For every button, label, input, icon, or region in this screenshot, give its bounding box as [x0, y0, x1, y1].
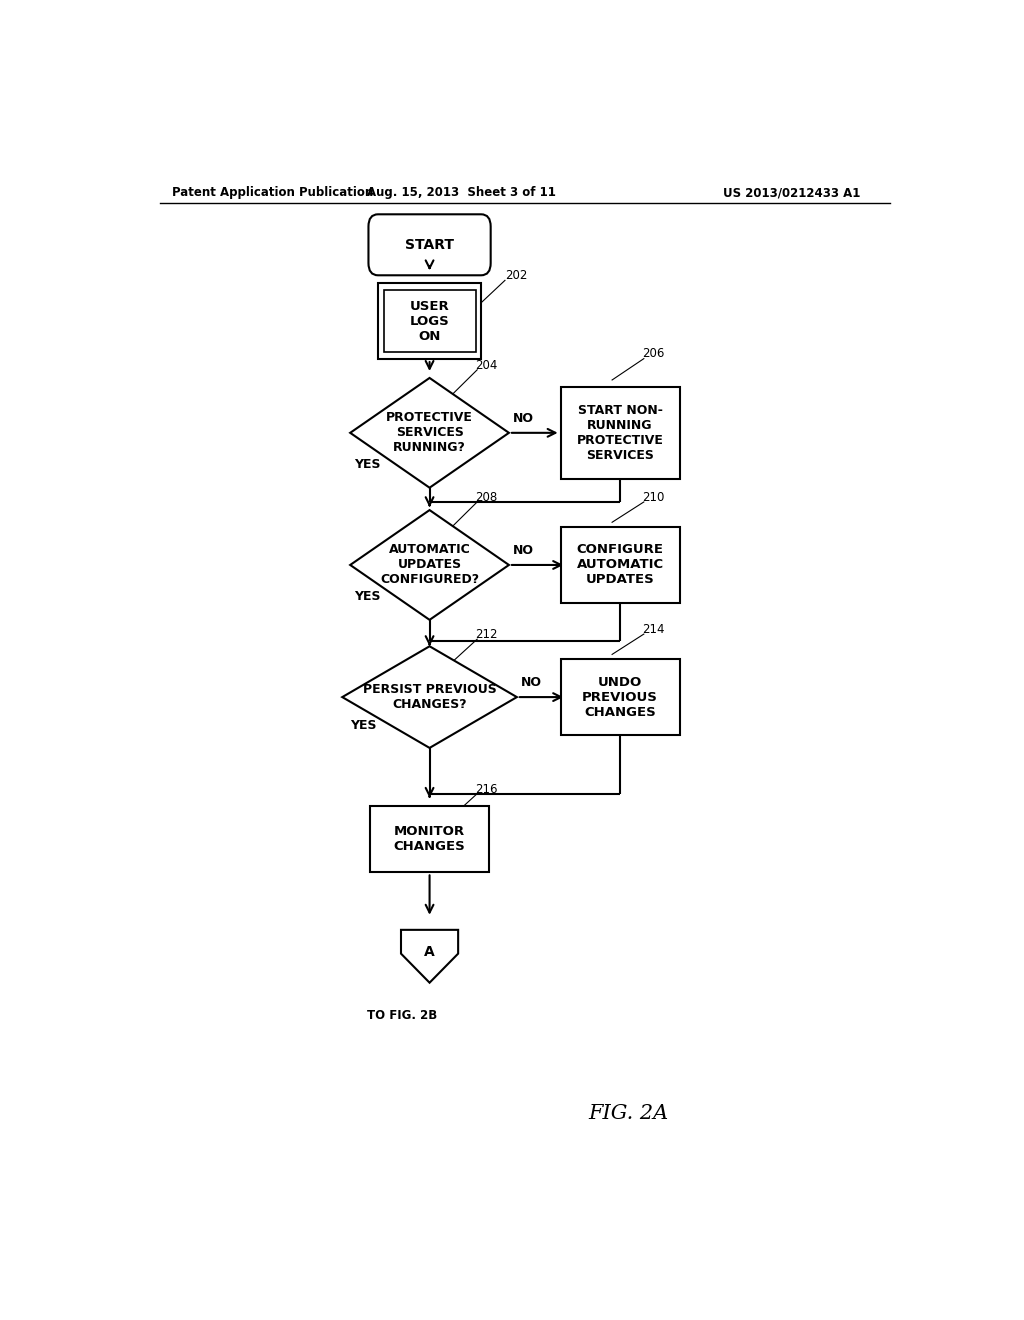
- Text: 202: 202: [505, 269, 527, 282]
- FancyBboxPatch shape: [369, 214, 490, 276]
- Bar: [560, 659, 680, 735]
- Text: 206: 206: [642, 347, 665, 359]
- Text: 214: 214: [642, 623, 665, 636]
- Bar: [560, 527, 680, 603]
- Text: USER
LOGS
ON: USER LOGS ON: [410, 300, 450, 342]
- Bar: [384, 290, 475, 352]
- Text: 216: 216: [475, 783, 498, 796]
- Text: MONITOR
CHANGES: MONITOR CHANGES: [393, 825, 466, 854]
- Text: YES: YES: [354, 590, 381, 603]
- Text: CONFIGURE
AUTOMATIC
UPDATES: CONFIGURE AUTOMATIC UPDATES: [577, 544, 664, 586]
- Text: START NON-
RUNNING
PROTECTIVE
SERVICES: START NON- RUNNING PROTECTIVE SERVICES: [577, 404, 664, 462]
- Text: YES: YES: [350, 719, 377, 733]
- Polygon shape: [342, 647, 517, 748]
- Text: 208: 208: [475, 491, 498, 504]
- Text: NO: NO: [513, 412, 534, 425]
- Text: PERSIST PREVIOUS
CHANGES?: PERSIST PREVIOUS CHANGES?: [362, 682, 497, 711]
- Text: FIG. 2A: FIG. 2A: [588, 1105, 668, 1123]
- Text: Patent Application Publication: Patent Application Publication: [172, 186, 373, 199]
- Text: AUTOMATIC
UPDATES
CONFIGURED?: AUTOMATIC UPDATES CONFIGURED?: [380, 544, 479, 586]
- Text: 210: 210: [642, 491, 665, 504]
- Bar: [560, 387, 680, 479]
- Text: NO: NO: [513, 544, 534, 557]
- Text: TO FIG. 2B: TO FIG. 2B: [367, 1008, 437, 1022]
- Text: Aug. 15, 2013  Sheet 3 of 11: Aug. 15, 2013 Sheet 3 of 11: [367, 186, 556, 199]
- Text: 204: 204: [475, 359, 498, 372]
- Polygon shape: [350, 378, 509, 487]
- Text: A: A: [424, 945, 435, 960]
- Text: UNDO
PREVIOUS
CHANGES: UNDO PREVIOUS CHANGES: [582, 676, 658, 718]
- Bar: [378, 282, 481, 359]
- Text: START: START: [406, 238, 454, 252]
- Text: PROTECTIVE
SERVICES
RUNNING?: PROTECTIVE SERVICES RUNNING?: [386, 412, 473, 454]
- Text: YES: YES: [354, 458, 381, 471]
- Polygon shape: [350, 510, 509, 620]
- Text: NO: NO: [521, 676, 542, 689]
- Polygon shape: [401, 929, 458, 982]
- Bar: [370, 807, 489, 873]
- Text: US 2013/0212433 A1: US 2013/0212433 A1: [723, 186, 860, 199]
- Text: 212: 212: [475, 628, 498, 642]
